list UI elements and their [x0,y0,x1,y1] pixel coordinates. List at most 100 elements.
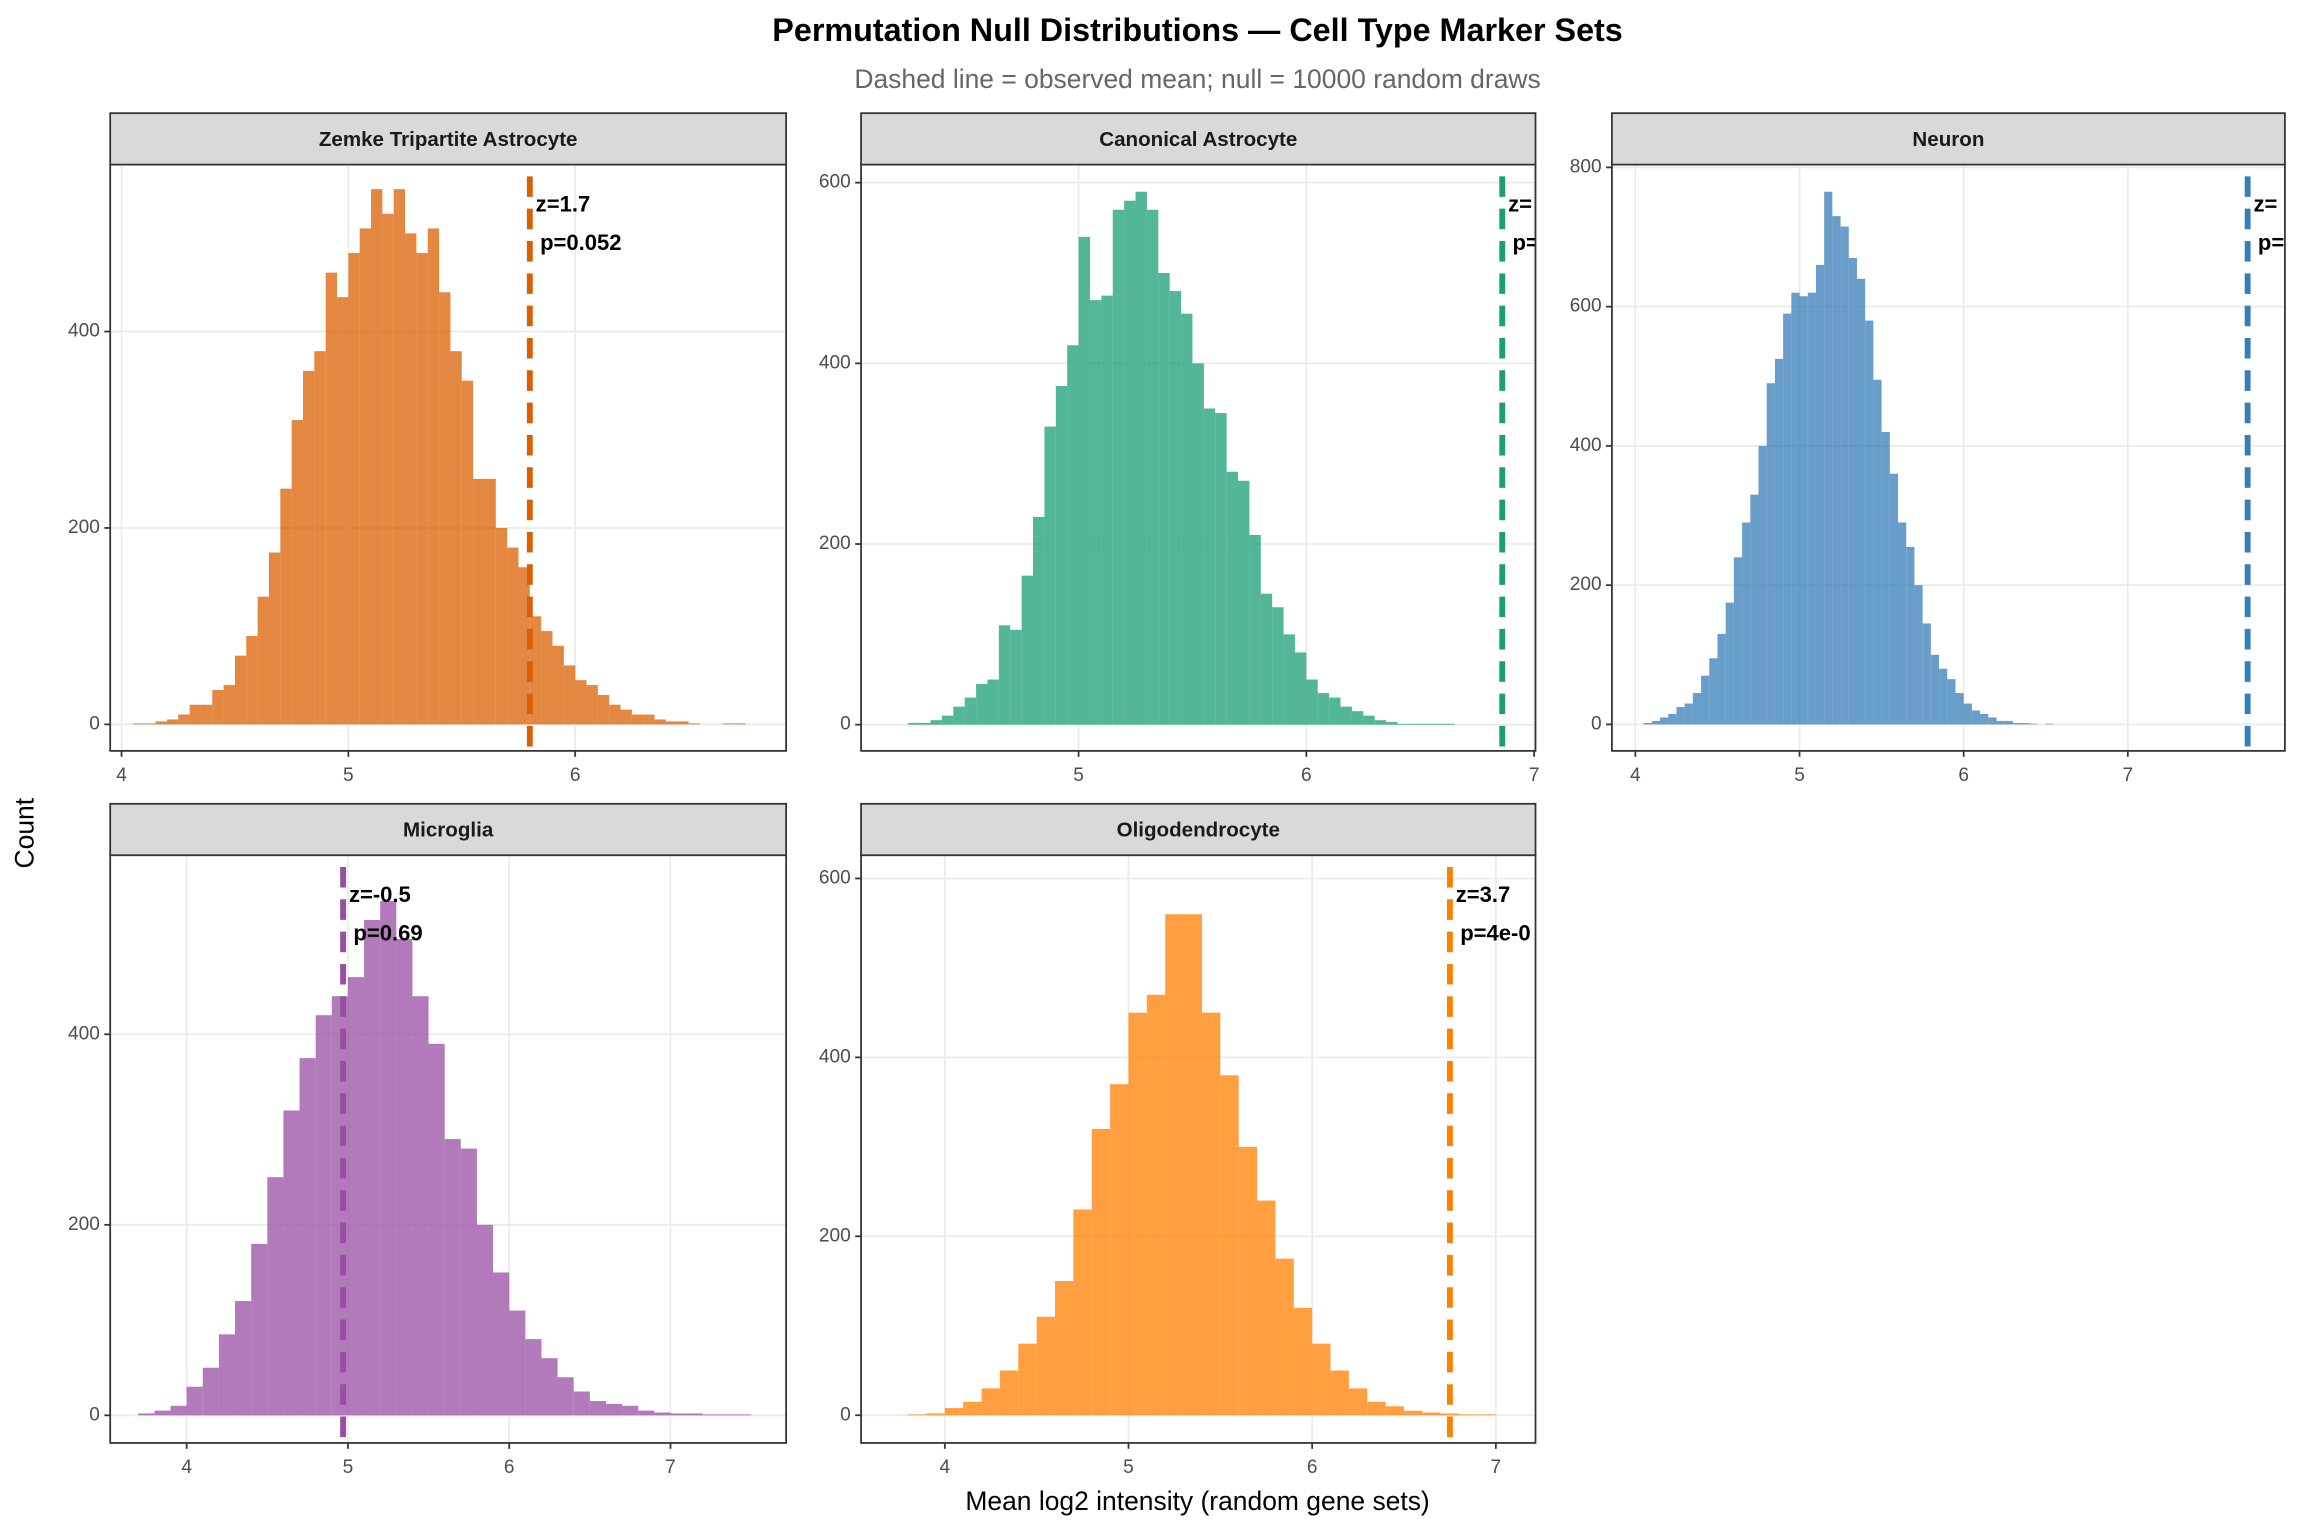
bar [412,996,429,1416]
bar [1124,200,1136,725]
bar [688,723,700,725]
annotation: z= [1508,192,1532,217]
bar [1220,1075,1239,1416]
bar [654,1412,671,1416]
bar [1766,383,1775,725]
bar [1930,654,1940,725]
bar [1955,693,1964,725]
bar [223,685,235,725]
bar [1078,236,1090,725]
bar [525,1339,542,1416]
bar [1692,693,1702,725]
bar [380,900,397,1416]
bar [1742,522,1751,725]
bar [493,1272,510,1416]
bar [132,723,145,725]
bar [1988,717,1997,725]
bar [622,1405,639,1416]
bar [393,189,406,725]
bar [631,714,644,725]
y-tick-label: 400 [68,321,100,342]
annotation: z=1.7 [536,192,591,217]
bar [718,1414,735,1416]
bar [733,723,746,725]
annotation: p= [2258,230,2284,255]
bar [1431,723,1444,725]
bar [1101,295,1113,725]
bar [1317,693,1330,725]
plot-area: z=3.7 p=4e-0 [908,866,1531,1443]
bar [299,1058,316,1416]
bar [251,1243,268,1416]
bar [1181,313,1193,725]
x-tick-label: 5 [1073,765,1084,786]
bar [999,1370,1019,1416]
annotation: p= [1513,230,1539,255]
bar [964,697,977,725]
y-tick-label: 0 [840,1404,851,1425]
bar [1330,1370,1349,1416]
x-tick-label: 4 [940,1457,951,1478]
y-tick-label: 400 [819,352,851,373]
bar [930,720,942,725]
bar [315,1015,332,1416]
panel: z= p= Canonical Astrocyte 0 200 400 600 5 6 7 [819,112,1539,786]
bar [563,665,576,725]
x-tick-label: 5 [343,765,354,786]
bar [981,1388,1000,1416]
bar [202,1367,219,1416]
bar [1643,723,1652,725]
bar [1348,1388,1368,1416]
bar [1889,473,1899,725]
bar [1939,668,1948,725]
bar [473,478,485,725]
bar [1089,300,1102,725]
y-tick-label: 400 [819,1046,851,1067]
bar [1701,675,1710,725]
bar [1832,216,1841,725]
bar [654,719,666,725]
bar [575,680,587,725]
bar [382,213,394,725]
y-tick-label: 400 [1570,435,1602,456]
bar [557,1377,574,1416]
annotation: z=3.7 [1456,882,1511,907]
panel: z=3.7 p=4e-0 Oligodendrocyte 0 200 400 600 4 5 6 7 [819,802,1537,1478]
annotation: p=0.69 [353,920,422,945]
bar [460,1148,477,1416]
x-tick-label: 4 [116,765,127,786]
bar [212,689,224,725]
panel-title: Microglia [403,818,494,841]
x-tick-label: 5 [1794,765,1805,786]
annotation: p=4e-0 [1460,920,1530,945]
bar [484,478,496,725]
bar [476,1224,494,1416]
bar [144,723,156,725]
y-tick-label: 0 [89,713,100,734]
bar [444,1139,461,1416]
bar [348,252,360,725]
bar [1283,634,1295,725]
bar [1091,1128,1111,1416]
bar [926,1413,945,1416]
bar [1906,546,1915,725]
y-tick-label: 0 [1591,713,1602,734]
bar [998,625,1011,725]
bar [1774,358,1784,725]
bar [1073,1209,1092,1416]
bar [439,292,451,725]
bar [1922,623,1931,725]
bar [1363,715,1375,725]
y-tick-label: 0 [89,1404,100,1425]
bar [1201,1012,1221,1416]
bar [529,616,542,725]
bar [670,1413,687,1416]
chart-title: Permutation Null Distributions — Cell Ty… [772,12,1622,48]
bar [186,1386,203,1416]
y-axis-label: Count [9,797,39,868]
panel-title: Neuron [1912,128,1984,151]
bar [605,1403,623,1416]
bar [573,1391,590,1416]
bar [722,723,734,725]
x-tick-label: 6 [504,1457,515,1478]
